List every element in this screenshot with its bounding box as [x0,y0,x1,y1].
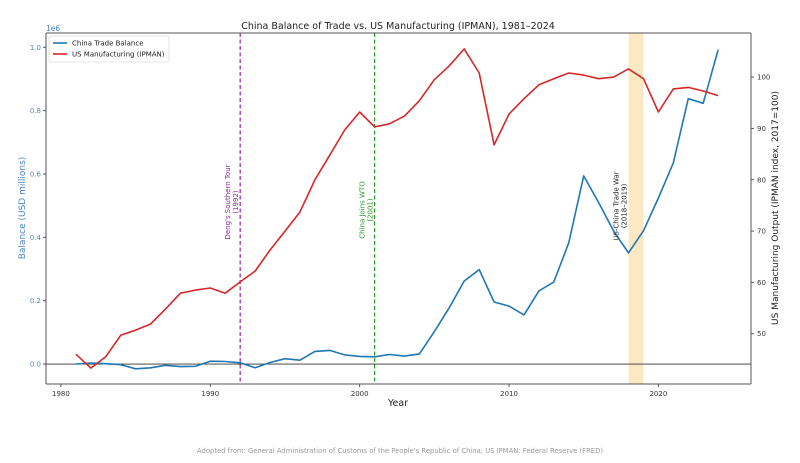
annotation-line: (2001) [367,198,375,222]
annotation-line: Deng's Southern Tour [224,164,232,239]
left-tick-label: 0.2 [30,297,41,305]
x-tick-label: 2010 [500,390,518,398]
x-tick-label: 1980 [52,390,70,398]
annotation-label-2001: China Joins WTO(2001) [359,181,375,239]
trade-war-span [629,33,644,384]
annotation-line: (1992) [232,190,240,214]
annotation-label-2018: US-China Trade War(2018–2019) [613,171,629,240]
left-axis-label: Balance (USD millions) [18,157,28,260]
right-tick-label: 70 [757,228,766,236]
left-tick-label: 0.6 [30,170,42,178]
x-axis-label: Year [387,398,408,409]
right-axis-label: US Manufacturing Output (IPMAN index, 20… [771,91,781,325]
x-tick-label: 2000 [351,390,369,398]
left-tick-label: 0.8 [30,107,41,115]
right-tick-label: 90 [757,125,766,133]
annotation-line: (2018–2019) [621,183,629,228]
source-footer: Adopted from: General Administration of … [197,447,603,455]
legend-label-ipman: US Manufacturing (IPMAN) [72,51,165,59]
legend-label-trade-balance: China Trade Balance [72,40,144,48]
annotation-line: US-China Trade War [613,171,621,240]
x-tick-label: 2020 [649,390,667,398]
chart-title: China Balance of Trade vs. US Manufactur… [241,21,555,32]
right-tick-label: 80 [757,176,766,184]
left-tick-label: 0.0 [30,361,41,369]
legend: China Trade Balance US Manufacturing (IP… [49,36,169,62]
right-tick-label: 60 [757,279,766,287]
annotation-line: China Joins WTO [359,181,367,239]
right-tick-label: 100 [757,74,770,82]
right-tick-label: 50 [757,330,766,338]
x-tick-label: 1990 [201,390,219,398]
left-tick-label: 1.0 [30,44,41,52]
left-axis-offset-label: 1e6 [46,24,60,33]
annotation-label-1992: Deng's Southern Tour(1992) [224,164,240,239]
left-tick-label: 0.4 [30,234,42,242]
